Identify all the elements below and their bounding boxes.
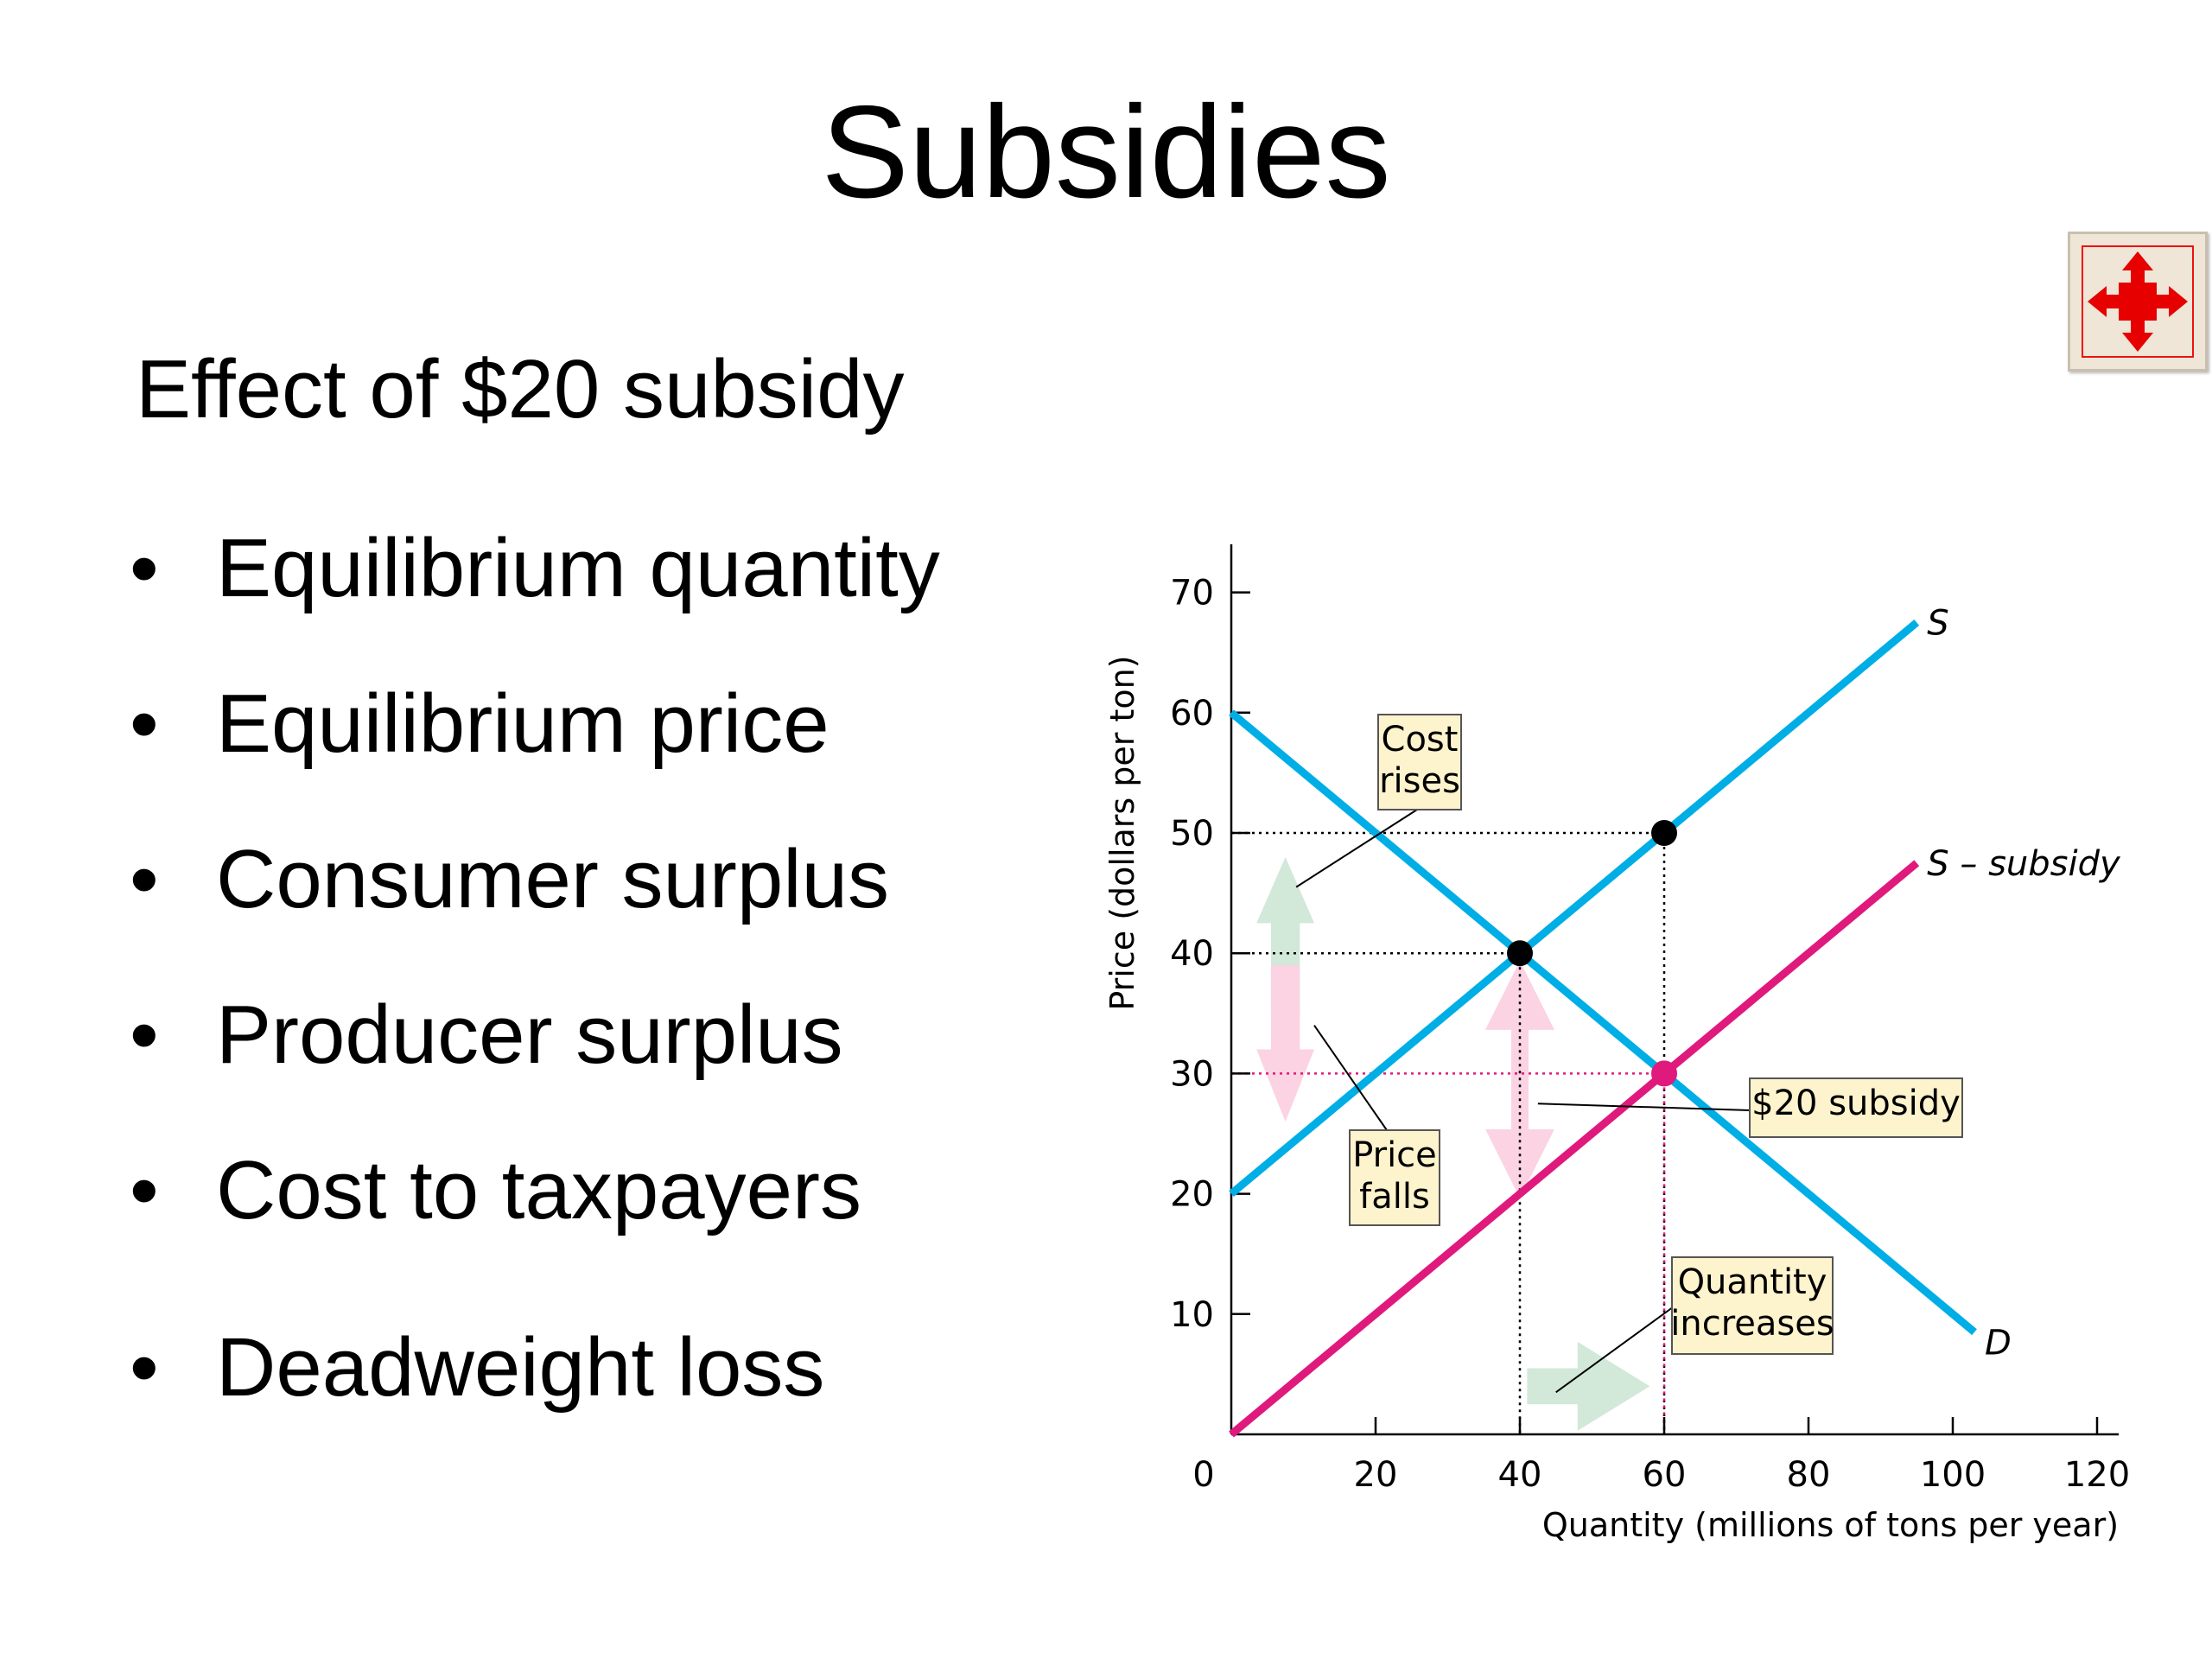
axes: 0 20 40 60 80 100 120 10 20 30 40 50 60 70 — [1170, 543, 2130, 1495]
y-axis-label: Price (dollars per ton) — [1103, 655, 1141, 1010]
cost-rises-text: Cost — [1382, 720, 1459, 760]
bullet-text: Producer surplus — [216, 988, 843, 1081]
x-tick-label: 20 — [1354, 1455, 1398, 1495]
series-line-0 — [1229, 619, 1920, 1198]
bullet-text: Consumer surplus — [216, 833, 889, 925]
x-tick-label: 80 — [1787, 1455, 1831, 1495]
slide-title: Subsidies — [821, 79, 1391, 226]
bullet-dot: • — [130, 833, 159, 925]
expand-arrows-icon — [2082, 245, 2194, 358]
series-lines — [1229, 619, 1977, 1438]
subsidy-text: $20 subsidy — [1751, 1084, 1961, 1123]
quantity-increases-text: Quantity — [1678, 1262, 1827, 1302]
equilibrium-points — [1507, 820, 1677, 1087]
x-tick-label: 40 — [1498, 1455, 1542, 1495]
series-label-d: D — [1985, 1324, 2012, 1363]
subsidy-leader — [1537, 1103, 1751, 1111]
x-tick-label: 0 — [1192, 1455, 1214, 1495]
y-tick-label: 10 — [1170, 1295, 1214, 1335]
series-line-1 — [1229, 860, 1920, 1438]
bullet-dot: • — [130, 677, 159, 770]
y-tick-label: 50 — [1170, 814, 1214, 854]
y-tick-label: 60 — [1170, 694, 1214, 734]
series-label-s-subsidy: S – subsidy — [1927, 844, 2121, 884]
equilibrium-point — [1507, 940, 1533, 967]
equilibrium-point — [1651, 1060, 1677, 1087]
equilibrium-point — [1651, 820, 1677, 846]
quantity-increases-box — [1671, 1256, 1834, 1355]
series-line-2 — [1229, 709, 1977, 1336]
quantity-increases-leader — [1555, 1304, 1677, 1394]
x-axis-label: Quantity (millions of tons per year) — [1542, 1506, 2119, 1544]
bullet-dot: • — [130, 988, 159, 1081]
x-tick-label: 60 — [1643, 1455, 1687, 1495]
bullet-text: Equilibrium price — [216, 677, 830, 770]
price-falls-leader — [1313, 1025, 1388, 1131]
y-tick-label: 40 — [1170, 934, 1214, 974]
price-falls-arrow — [1256, 965, 1315, 1122]
cost-rises-box — [1377, 714, 1462, 810]
y-tick-label: 30 — [1170, 1054, 1214, 1094]
y-tick-label: 20 — [1170, 1175, 1214, 1215]
effect-arrows — [1256, 856, 1650, 1431]
price-falls-text: Price — [1352, 1135, 1437, 1175]
bullet-text: Deadweight loss — [216, 1321, 825, 1414]
price-falls-text: falls — [1359, 1177, 1430, 1217]
bullet-dot: • — [130, 1321, 159, 1414]
cost-rises-text: rises — [1379, 761, 1460, 801]
subsidy-box — [1749, 1077, 1963, 1138]
price-falls-box — [1349, 1129, 1440, 1226]
bullet-text: Cost to taxpayers — [216, 1144, 861, 1236]
bullet-text: Equilibrium quantity — [216, 522, 940, 614]
quantity-increases-arrow — [1527, 1341, 1650, 1431]
x-tick-label: 100 — [1920, 1455, 1986, 1495]
bullet-dot: • — [130, 1144, 159, 1236]
quantity-increases-text: increases — [1670, 1304, 1834, 1344]
slide-subtitle: Effect of $20 subsidy — [136, 343, 905, 435]
y-tick-label: 70 — [1170, 574, 1214, 613]
cost-rises-leader — [1295, 809, 1418, 888]
x-tick-label: 120 — [2064, 1455, 2130, 1495]
expand-button[interactable] — [2068, 232, 2208, 372]
series-label-s: S — [1927, 603, 1948, 643]
bullet-dot: • — [130, 522, 159, 614]
